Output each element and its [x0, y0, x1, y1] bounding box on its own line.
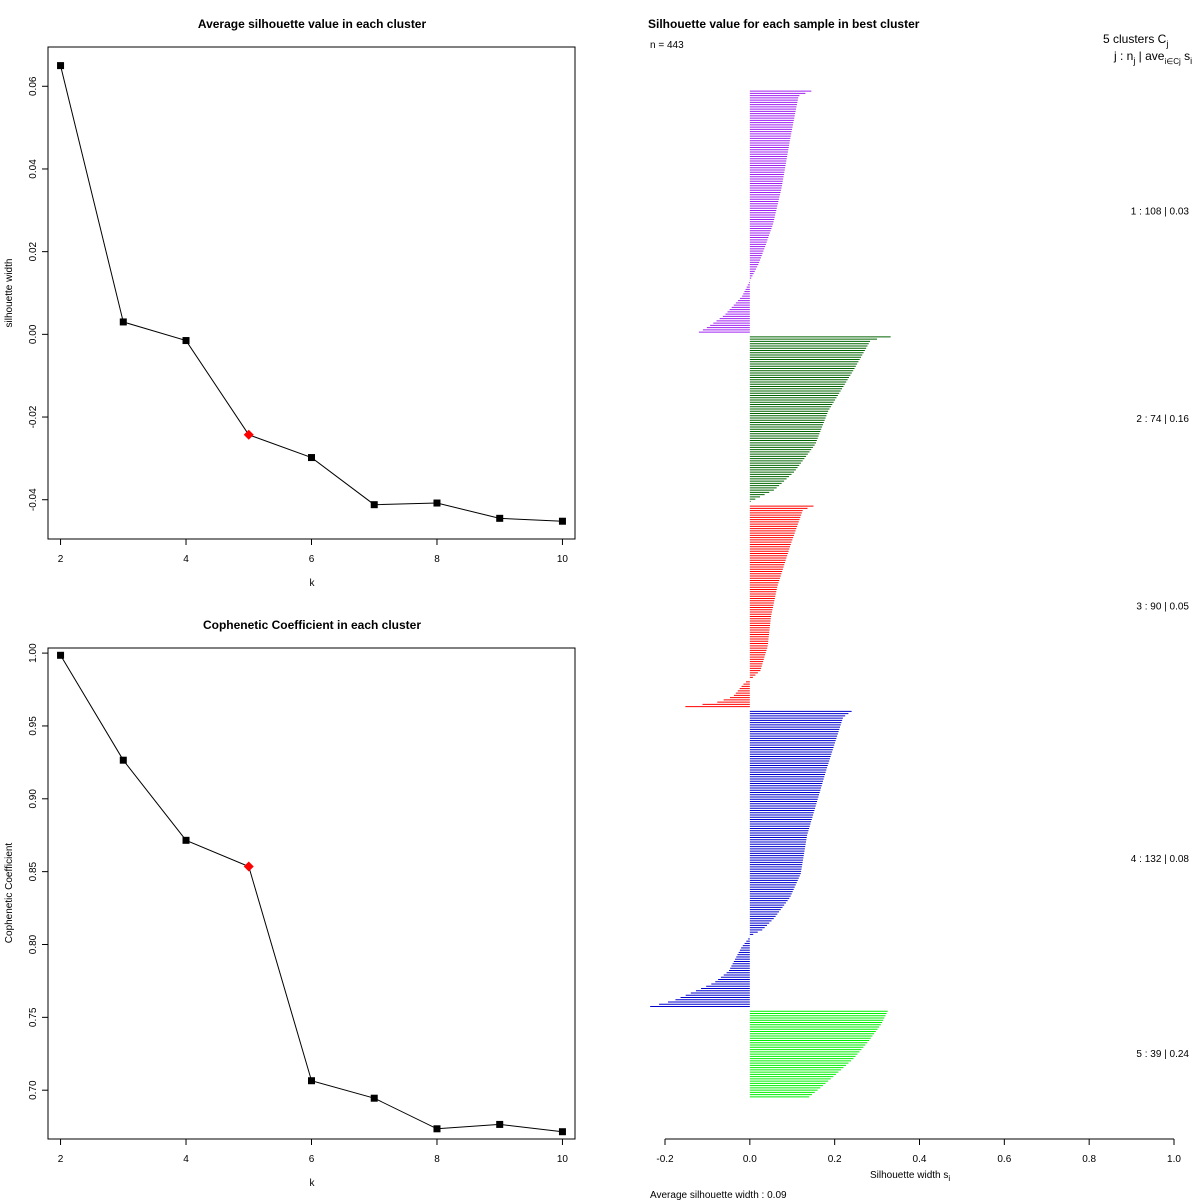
x-tick-label: 8: [434, 554, 440, 565]
header-columns: j : nj | avei∈Cj si: [1113, 49, 1192, 66]
y-tick-label: -0.02: [28, 405, 39, 428]
highlight-point: [243, 861, 254, 872]
x-tick-label: 4: [183, 1154, 189, 1165]
cluster-label: 5 : 39 | 0.24: [1136, 1049, 1189, 1060]
silhouette-bars: [650, 90, 891, 1098]
data-point: [119, 756, 127, 764]
data-point: [558, 517, 566, 525]
header-clusters: 5 clusters Cj: [1103, 32, 1168, 49]
y-tick-label: 0.85: [28, 861, 39, 881]
x-tick-label: 0.8: [1082, 1154, 1096, 1165]
cluster-label: 3 : 90 | 0.05: [1136, 601, 1189, 612]
x-tick-label: 6: [309, 1154, 315, 1165]
data-point: [558, 1128, 566, 1136]
x-tick-label: 4: [183, 554, 189, 565]
y-axis-label: silhouette width: [4, 259, 15, 328]
plot-frame: [47, 46, 576, 540]
data-point: [182, 836, 190, 844]
x-tick-label: 2: [58, 554, 64, 565]
plot-frame: [47, 647, 576, 1140]
y-tick-label: 0.06: [28, 76, 39, 96]
x-tick-label: 6: [309, 554, 315, 565]
data-point: [433, 1125, 441, 1133]
x-tick-label: 0.6: [997, 1154, 1011, 1165]
y-tick-label: -0.04: [28, 488, 39, 511]
x-axis-label: k: [310, 1178, 316, 1189]
x-tick-label: -0.2: [656, 1154, 674, 1165]
y-axis-label: Cophenetic Coefficient: [4, 843, 15, 944]
y-tick-label: 0.02: [28, 241, 39, 261]
y-tick-label: 0.95: [28, 716, 39, 736]
x-tick-label: 10: [557, 554, 569, 565]
series-line: [60, 65, 563, 522]
n-label: n = 443: [650, 40, 684, 51]
data-point: [119, 318, 127, 326]
chart-title: Silhouette value for each sample in best…: [648, 17, 920, 31]
cluster-label: 4 : 132 | 0.08: [1131, 854, 1190, 865]
cluster-label: 2 : 74 | 0.16: [1136, 414, 1189, 425]
x-axis-label: k: [310, 578, 316, 589]
x-ticks: -0.2 0.0 0.2 0.4 0.6 0.8 1.0: [656, 1139, 1181, 1165]
x-axis-label: Silhouette width si: [870, 1170, 950, 1183]
silhouette-plot: Silhouette value for each sample in best…: [648, 17, 1192, 1200]
y-tick-label: 0.04: [28, 159, 39, 179]
y-tick-label: 0.80: [28, 934, 39, 954]
y-ticks: -0.04 -0.02 0.00 0.02 0.04 0.06: [28, 76, 48, 511]
y-tick-label: 0.90: [28, 789, 39, 809]
cluster-labels: 1 : 108 | 0.03 2 : 74 | 0.16 3 : 90 | 0.05…: [1131, 207, 1190, 1060]
cophenetic-chart: Cophenetic Coefficient in each cluster k…: [4, 618, 576, 1189]
x-tick-label: 0.0: [743, 1154, 757, 1165]
x-tick-label: 8: [434, 1154, 440, 1165]
highlight-point: [243, 429, 254, 440]
x-ticks: 2 4 6 8 10: [58, 539, 569, 565]
cluster-label: 1 : 108 | 0.03: [1131, 207, 1190, 218]
data-point: [370, 501, 378, 509]
x-tick-label: 1.0: [1167, 1154, 1181, 1165]
x-tick-label: 0.2: [828, 1154, 842, 1165]
data-point: [496, 1120, 504, 1128]
y-tick-label: 1.00: [28, 643, 39, 663]
y-ticks: 0.70 0.75 0.80 0.85 0.90 0.95 1.00: [28, 643, 48, 1100]
chart-title: Average silhouette value in each cluster: [198, 17, 427, 31]
x-tick-label: 10: [557, 1154, 569, 1165]
data-point: [496, 514, 504, 522]
x-tick-label: 2: [58, 1154, 64, 1165]
data-point: [308, 454, 315, 462]
average-silhouette-footer: Average silhouette width : 0.09: [650, 1190, 787, 1200]
data-point: [308, 1077, 315, 1085]
series: [57, 651, 566, 1136]
data-point: [433, 499, 441, 507]
data-point: [57, 62, 65, 70]
y-tick-label: 0.75: [28, 1007, 39, 1027]
avg-silhouette-chart: Average silhouette value in each cluster…: [4, 17, 576, 589]
data-point: [370, 1094, 378, 1102]
chart-title: Cophenetic Coefficient in each cluster: [203, 618, 421, 632]
x-tick-label: 0.4: [913, 1154, 927, 1165]
series: [57, 62, 566, 525]
data-point: [182, 337, 190, 345]
y-tick-label: 0.00: [28, 324, 39, 344]
y-tick-label: 0.70: [28, 1080, 39, 1100]
x-ticks: 2 4 6 8 10: [58, 1139, 569, 1165]
series-line: [60, 655, 563, 1133]
data-point: [57, 651, 65, 659]
